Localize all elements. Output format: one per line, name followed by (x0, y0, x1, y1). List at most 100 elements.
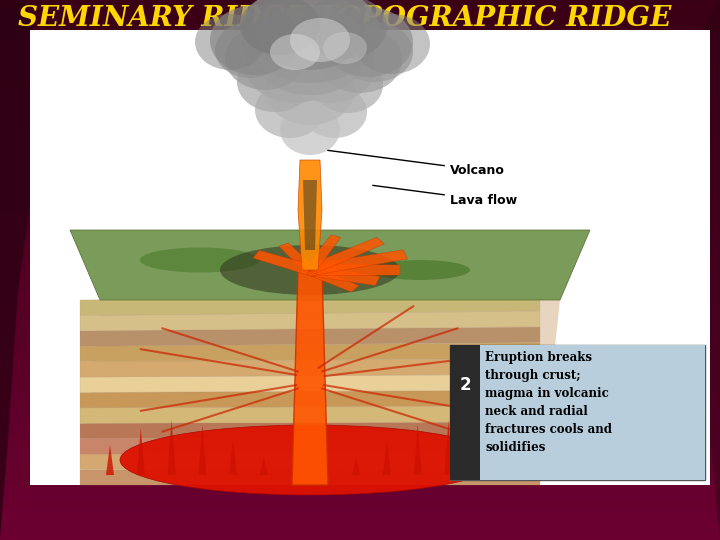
Bar (0, 228, 720, 229)
Bar (0, 367, 720, 368)
Bar (0, 190, 720, 191)
Bar (0, 402, 720, 403)
Bar (0, 354, 720, 355)
Bar (0, 57, 720, 58)
Bar (0, 459, 720, 460)
Bar (0, 155, 720, 156)
Bar (0, 244, 720, 245)
Bar (0, 508, 720, 509)
Bar (0, 483, 720, 484)
Bar (0, 135, 720, 136)
Bar (0, 263, 720, 264)
Bar (0, 211, 720, 212)
Polygon shape (303, 180, 317, 250)
Bar (0, 212, 720, 213)
Bar (0, 302, 720, 303)
Bar (0, 182, 720, 183)
Bar (0, 19, 720, 20)
Bar (0, 4, 720, 5)
Bar (0, 127, 720, 128)
Bar (0, 351, 720, 352)
Bar (0, 431, 720, 432)
Bar (0, 296, 720, 297)
Bar (0, 197, 720, 198)
Ellipse shape (245, 27, 345, 103)
Bar (0, 68, 720, 69)
Text: Lava flow: Lava flow (373, 185, 517, 206)
Bar (0, 128, 720, 129)
Bar (0, 446, 720, 447)
Bar (0, 78, 720, 79)
Bar (0, 187, 720, 188)
Bar (0, 49, 720, 50)
Bar (30, 30, 710, 485)
Bar (0, 123, 720, 124)
Bar (0, 314, 720, 315)
Bar (0, 264, 720, 265)
Bar (0, 119, 720, 120)
Ellipse shape (210, 5, 300, 75)
Bar (0, 124, 720, 125)
Bar (0, 86, 720, 87)
Bar (0, 471, 720, 472)
Bar (0, 96, 720, 97)
Bar (0, 36, 720, 37)
Ellipse shape (354, 14, 430, 74)
Bar (0, 270, 720, 271)
Bar (0, 424, 720, 425)
Bar (0, 526, 720, 527)
Bar (0, 61, 720, 62)
Bar (0, 337, 720, 338)
Polygon shape (80, 454, 540, 470)
Bar (0, 186, 720, 187)
Bar (0, 421, 720, 422)
Polygon shape (80, 438, 540, 454)
Bar (0, 463, 720, 464)
Bar (0, 534, 720, 535)
Bar (0, 306, 720, 307)
Bar (0, 308, 720, 309)
Bar (0, 137, 720, 138)
Bar (0, 516, 720, 517)
Bar (0, 239, 720, 240)
Bar (0, 180, 720, 181)
Polygon shape (307, 250, 408, 275)
Bar (0, 514, 720, 515)
Bar (0, 538, 720, 539)
Bar (0, 234, 720, 235)
Bar (0, 7, 720, 8)
Bar (0, 171, 720, 172)
Ellipse shape (215, 22, 285, 78)
Bar (0, 502, 720, 503)
Bar (0, 204, 720, 205)
Bar (0, 243, 720, 244)
Polygon shape (305, 238, 384, 274)
Bar (0, 260, 720, 261)
Ellipse shape (140, 247, 260, 273)
Bar (0, 12, 720, 13)
Bar (0, 214, 720, 215)
Bar (0, 531, 720, 532)
Polygon shape (80, 375, 540, 393)
Bar (0, 512, 720, 513)
Bar (0, 98, 720, 99)
Bar (0, 533, 720, 534)
Bar (0, 399, 720, 400)
Bar (0, 386, 720, 387)
Bar (0, 448, 720, 449)
Bar (0, 525, 720, 526)
Bar (0, 465, 720, 466)
Bar (0, 491, 720, 492)
Polygon shape (321, 468, 329, 475)
Bar (0, 179, 720, 180)
Bar (0, 328, 720, 329)
Bar (0, 365, 720, 366)
Bar (0, 146, 720, 147)
Bar (0, 309, 720, 310)
Bar (0, 330, 720, 331)
Bar (0, 396, 720, 397)
Bar (0, 395, 720, 396)
Bar (0, 224, 720, 225)
Bar (0, 99, 720, 100)
Bar (0, 513, 720, 514)
